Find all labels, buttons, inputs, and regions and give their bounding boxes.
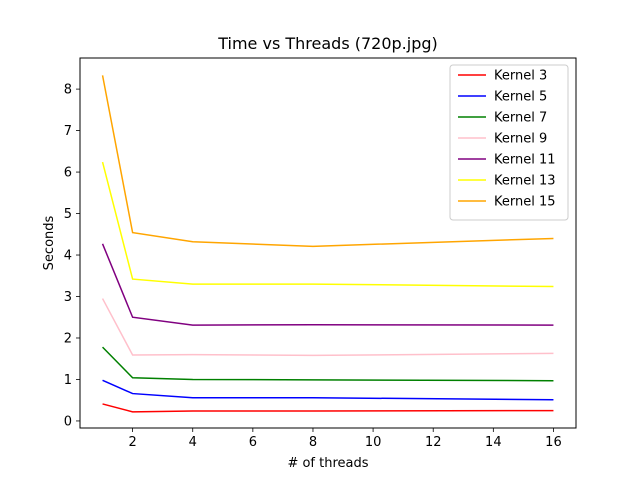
series-line-kernel-15	[101, 75, 554, 248]
legend: Kernel 3 Kernel 5 Kernel 7 Kernel 9 Kernel 1…	[449, 64, 569, 221]
legend-entry-label: Kernel 3	[494, 69, 547, 84]
x-tick-label: 12	[425, 435, 442, 450]
x-tick-label: 2	[128, 435, 136, 450]
x-tick-label: 16	[545, 435, 562, 450]
y-axis: 0 1 2 3 4 5 6 7 8	[64, 83, 80, 429]
y-tick-label: 6	[64, 166, 72, 181]
series-line-kernel-13	[101, 161, 554, 288]
x-tick-label: 6	[249, 435, 257, 450]
plot-frame	[79, 57, 577, 429]
y-tick-label: 3	[64, 290, 72, 305]
legend-box	[449, 64, 569, 221]
y-tick-label: 7	[64, 124, 72, 139]
x-axis-label: # of threads	[287, 456, 368, 471]
legend-entry-label: Kernel 15	[494, 195, 556, 210]
legend-entry-label: Kernel 7	[494, 111, 547, 126]
x-axis: 2 4 6 8 10 12 14 16	[128, 428, 562, 450]
series-line-kernel-5	[102, 379, 554, 401]
chart-title: Time vs Threads (720p.jpg)	[217, 34, 438, 53]
y-axis-label: Seconds	[42, 215, 57, 270]
series-line-kernel-3	[102, 403, 554, 413]
y-tick-label: 5	[64, 207, 72, 222]
plot-lines	[101, 75, 554, 413]
legend-entry-label: Kernel 5	[494, 90, 547, 105]
y-tick-label: 8	[64, 83, 72, 98]
x-tick-label: 8	[309, 435, 317, 450]
series-line-kernel-7	[102, 346, 554, 382]
x-tick-label: 14	[485, 435, 502, 450]
series-line-kernel-9	[101, 298, 554, 357]
y-tick-label: 4	[64, 249, 72, 264]
y-tick-label: 1	[64, 373, 72, 388]
legend-entry-label: Kernel 13	[494, 174, 556, 189]
x-tick-label: 10	[365, 435, 382, 450]
series-line-kernel-11	[101, 243, 554, 326]
legend-entry-label: Kernel 11	[494, 153, 556, 168]
legend-entry-label: Kernel 9	[494, 132, 547, 147]
y-tick-label: 2	[64, 331, 72, 346]
y-tick-label: 0	[64, 414, 72, 429]
x-tick-label: 4	[189, 435, 197, 450]
